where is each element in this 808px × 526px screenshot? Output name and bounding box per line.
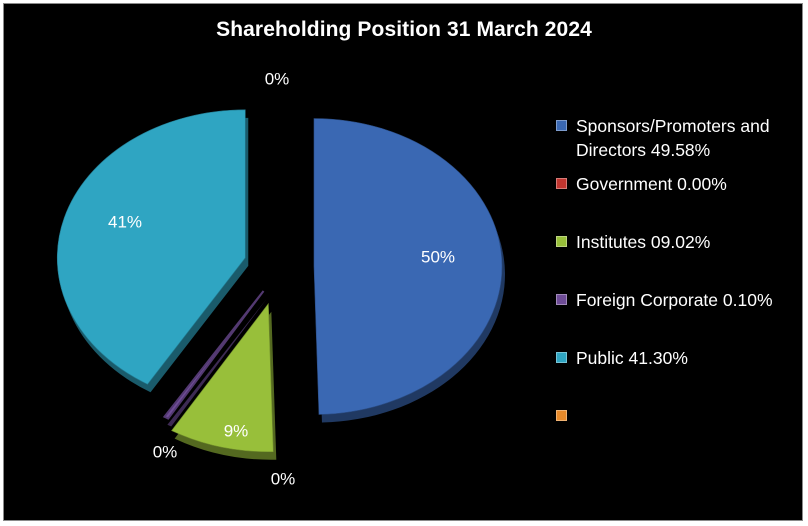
legend-label-institutes: Institutes 09.02% xyxy=(576,232,711,252)
legend-label-foreign-corporate: Foreign Corporate 0.10% xyxy=(576,290,773,310)
chart-title: Shareholding Position 31 March 2024 xyxy=(216,18,592,41)
legend-label-government: Government 0.00% xyxy=(576,174,727,194)
data-label-sponsors: 50% xyxy=(421,247,455,266)
legend-swatch-unnamed xyxy=(556,410,567,421)
legend-swatch-institutes xyxy=(556,236,567,247)
data-label-public: 41% xyxy=(108,212,142,231)
legend-swatch-foreign-corporate xyxy=(556,294,567,305)
legend-swatch-sponsors xyxy=(556,120,567,131)
data-label-institutes: 9% xyxy=(224,421,249,440)
legend-label-public: Public 41.30% xyxy=(576,348,688,368)
legend-label-sponsors: Sponsors/Promoters and Directors 49.58% xyxy=(576,116,770,160)
pie-slice-sponsors xyxy=(313,118,505,423)
pie-slice-institutes xyxy=(171,302,277,460)
data-label-unnamed: 0% xyxy=(271,469,296,488)
data-label-foreign-corporate: 0% xyxy=(153,442,178,461)
data-label-government: 0% xyxy=(265,69,290,88)
pie-slice-public xyxy=(56,109,249,393)
legend-swatch-public xyxy=(556,352,567,363)
pie-slice-foreign-corporate xyxy=(162,290,267,427)
legend-swatch-government xyxy=(556,178,567,189)
